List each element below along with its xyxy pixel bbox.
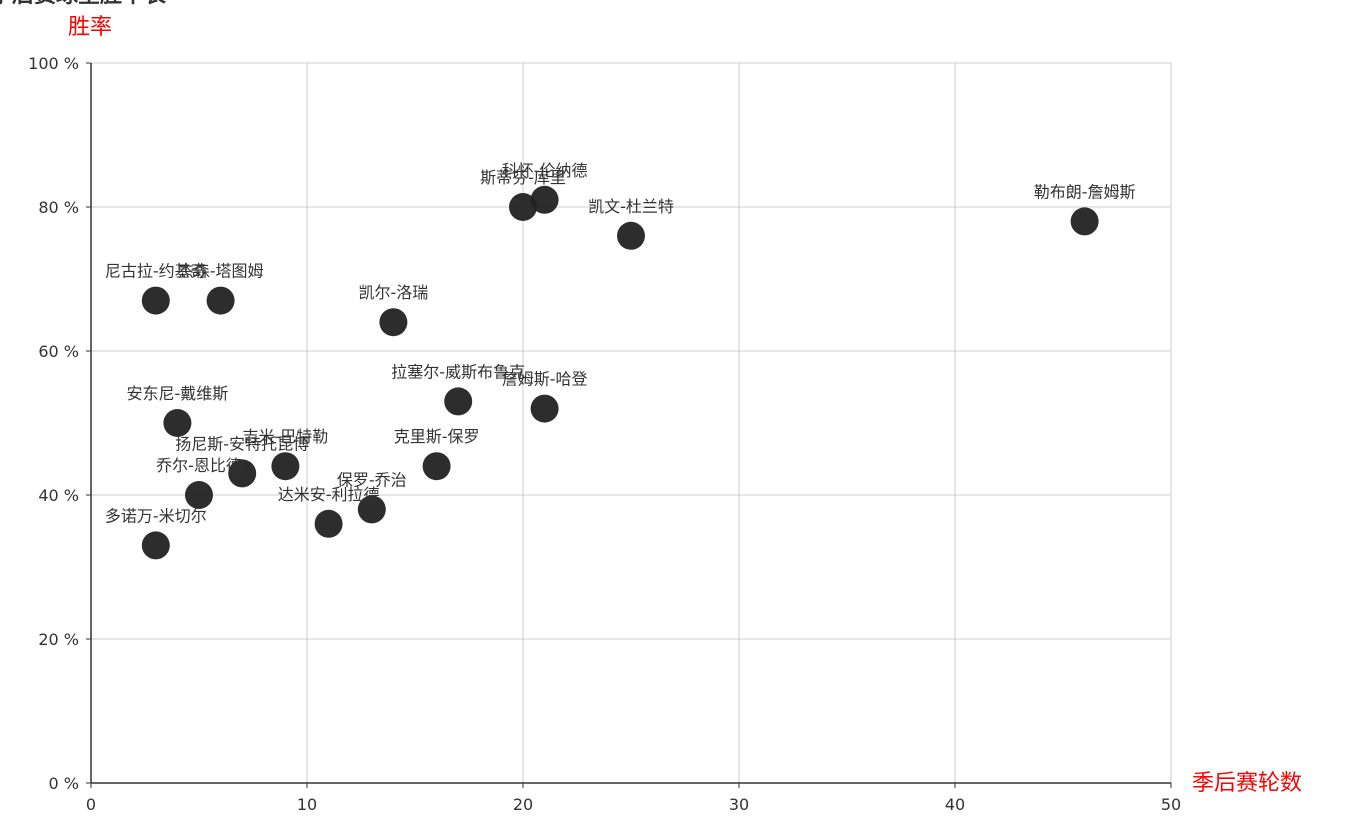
point-label: 扬尼斯-安特托昆博 — [175, 434, 309, 453]
point-label: 尼古拉-约基奇 — [105, 262, 207, 281]
point-label: 安东尼-戴维斯 — [127, 384, 229, 403]
scatter-point — [141, 286, 170, 315]
scatter-point — [228, 459, 257, 488]
scatter-point — [379, 308, 408, 337]
point-label: 詹姆斯-哈登 — [502, 370, 588, 389]
scatter-point — [1070, 207, 1099, 236]
axes — [86, 62, 1172, 788]
point-labels: 勒布朗-詹姆斯 科怀-伦纳德斯蒂芬-库里凯文-杜兰特尼古拉-约基奇杰森-塔图姆凯尔… — [105, 161, 1136, 526]
y-axis-name: 胜率 — [68, 15, 112, 40]
point-label: 勒布朗-詹姆斯 — [1034, 182, 1136, 201]
y-tick-label: 100 % — [28, 54, 79, 73]
data-points — [141, 185, 1099, 560]
scatter-point — [422, 452, 451, 481]
point-label: 凯文-杜兰特 — [588, 197, 674, 216]
y-tick-label: 0 % — [49, 774, 79, 793]
point-label: 科怀-伦纳德 — [502, 161, 588, 180]
y-tick-label: 60 % — [38, 342, 79, 361]
x-tick-label: 40 — [945, 795, 965, 814]
point-label: 拉塞尔-威斯布鲁克 — [391, 362, 525, 381]
point-label: 保罗-乔治 — [337, 470, 407, 489]
point-label: 吉米-巴特勒 — [243, 427, 329, 446]
point-label: 凯尔-洛瑞 — [359, 283, 429, 302]
point-label: 杰森-塔图姆 — [178, 262, 264, 281]
scatter-point — [357, 495, 386, 524]
scatter-point — [206, 286, 235, 315]
scatter-point — [530, 394, 559, 423]
point-label: 乔尔-恩比德 — [156, 456, 242, 475]
x-tick-label: 50 — [1161, 795, 1181, 814]
x-tick-label: 0 — [86, 795, 96, 814]
scatter-point — [141, 531, 170, 560]
x-axis-name: 季后赛轮数 — [1192, 771, 1302, 796]
x-tick-label: 20 — [513, 795, 533, 814]
x-tick-label: 10 — [297, 795, 317, 814]
chart-title: 季后赛球星胜率表 — [0, 0, 167, 8]
y-tick-label: 40 % — [38, 486, 79, 505]
scatter-point — [271, 452, 300, 481]
y-tick-label: 20 % — [38, 630, 79, 649]
x-tick-label: 30 — [729, 795, 749, 814]
scatter-point — [314, 509, 343, 538]
grid-lines — [91, 62, 1172, 783]
scatter-point — [530, 185, 559, 214]
scatter-point — [185, 481, 213, 509]
tick-labels: 0 10 20 30 40 50 0 % 20 % 40 % 60 % 80 % 100 % — [28, 54, 1181, 814]
scatter-point — [163, 409, 192, 437]
scatter-point — [444, 387, 473, 416]
y-tick-label: 80 % — [38, 198, 79, 217]
point-label: 克里斯-保罗 — [394, 427, 480, 446]
scatter-point — [509, 193, 537, 221]
point-label: 达米安-利拉德 — [278, 485, 380, 504]
point-label: 斯蒂芬-库里 — [480, 168, 566, 187]
point-label: 多诺万-米切尔 — [105, 506, 207, 525]
scatter-point — [617, 221, 645, 250]
